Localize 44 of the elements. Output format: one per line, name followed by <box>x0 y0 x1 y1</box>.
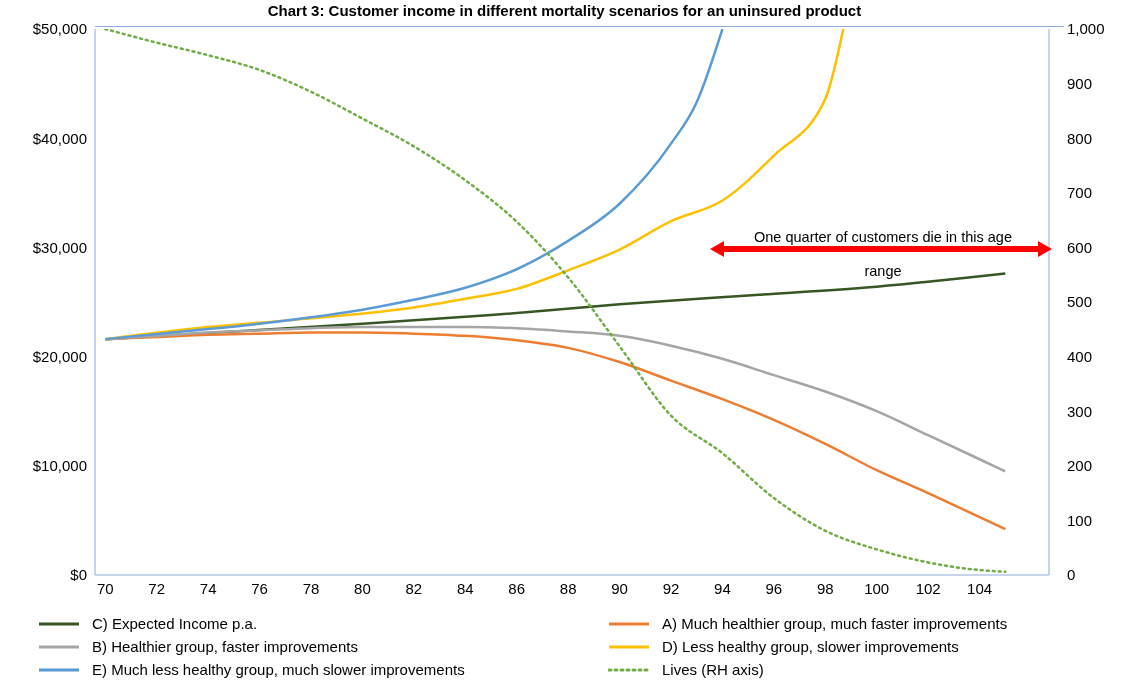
x-tick-label: 80 <box>354 579 371 597</box>
legend-label: C) Expected Income p.a. <box>92 615 258 632</box>
x-tick-label: 74 <box>199 579 217 597</box>
x-tick-label: 88 <box>559 579 577 597</box>
x-tick-label: 72 <box>148 579 166 597</box>
legend-label: E) Much less healthy group, much slower improvements <box>92 661 465 678</box>
line-series <box>104 29 724 341</box>
x-tick-label: 84 <box>456 579 474 597</box>
x-tick-label: 86 <box>508 579 526 597</box>
y2-tick-label: 1,000 <box>1067 20 1105 38</box>
chart-title: Chart 3: Customer income in different mortality scenarios for an uninsured product <box>266 2 863 19</box>
x-tick-label: 102 <box>915 579 941 597</box>
y2-tick-label: 600 <box>1067 238 1093 256</box>
y-tick-label: $40,000 <box>32 129 87 147</box>
text: One quarter of customers die in this age range <box>754 229 1012 279</box>
x-tick-label: 90 <box>611 579 628 597</box>
y-tick-label: $50,000 <box>32 20 87 38</box>
x-tick-label: 76 <box>251 579 268 597</box>
y-tick-label: $30,000 <box>32 238 87 256</box>
x-tick-label: 104 <box>967 579 993 597</box>
legend-label: A) Much healthier group, much faster improvements <box>662 615 1008 632</box>
y-tick-label: $10,000 <box>32 457 87 475</box>
legend-label: D) Less healthy group, slower improvements <box>662 638 959 655</box>
y2-tick-label: 200 <box>1067 457 1093 475</box>
y2-tick-label: 300 <box>1067 402 1093 420</box>
y2-tick-label: 400 <box>1067 347 1093 365</box>
x-tick-label: 94 <box>714 579 731 597</box>
y2-tick-label: 500 <box>1067 293 1093 311</box>
x-tick-label: 98 <box>816 579 834 597</box>
x-tick-label: 92 <box>662 579 680 597</box>
y-tick-label: $20,000 <box>32 347 87 365</box>
y2-tick-label: 800 <box>1067 129 1093 147</box>
y-tick-label: $0 <box>70 566 87 584</box>
y2-tick-label: 900 <box>1067 74 1093 92</box>
legend-label: B) Healthier group, faster improvements <box>92 638 358 655</box>
y2-tick-label: 0 <box>1067 566 1076 584</box>
legend-label: Lives (RH axis) <box>662 661 764 678</box>
x-tick-label: 70 <box>96 579 114 597</box>
x-tick-label: 82 <box>405 579 423 597</box>
x-tick-label: 78 <box>302 579 320 597</box>
y2-tick-label: 100 <box>1067 511 1093 529</box>
x-tick-label: 100 <box>864 579 890 597</box>
y2-tick-label: 700 <box>1067 184 1093 202</box>
x-tick-label: 96 <box>765 579 783 597</box>
